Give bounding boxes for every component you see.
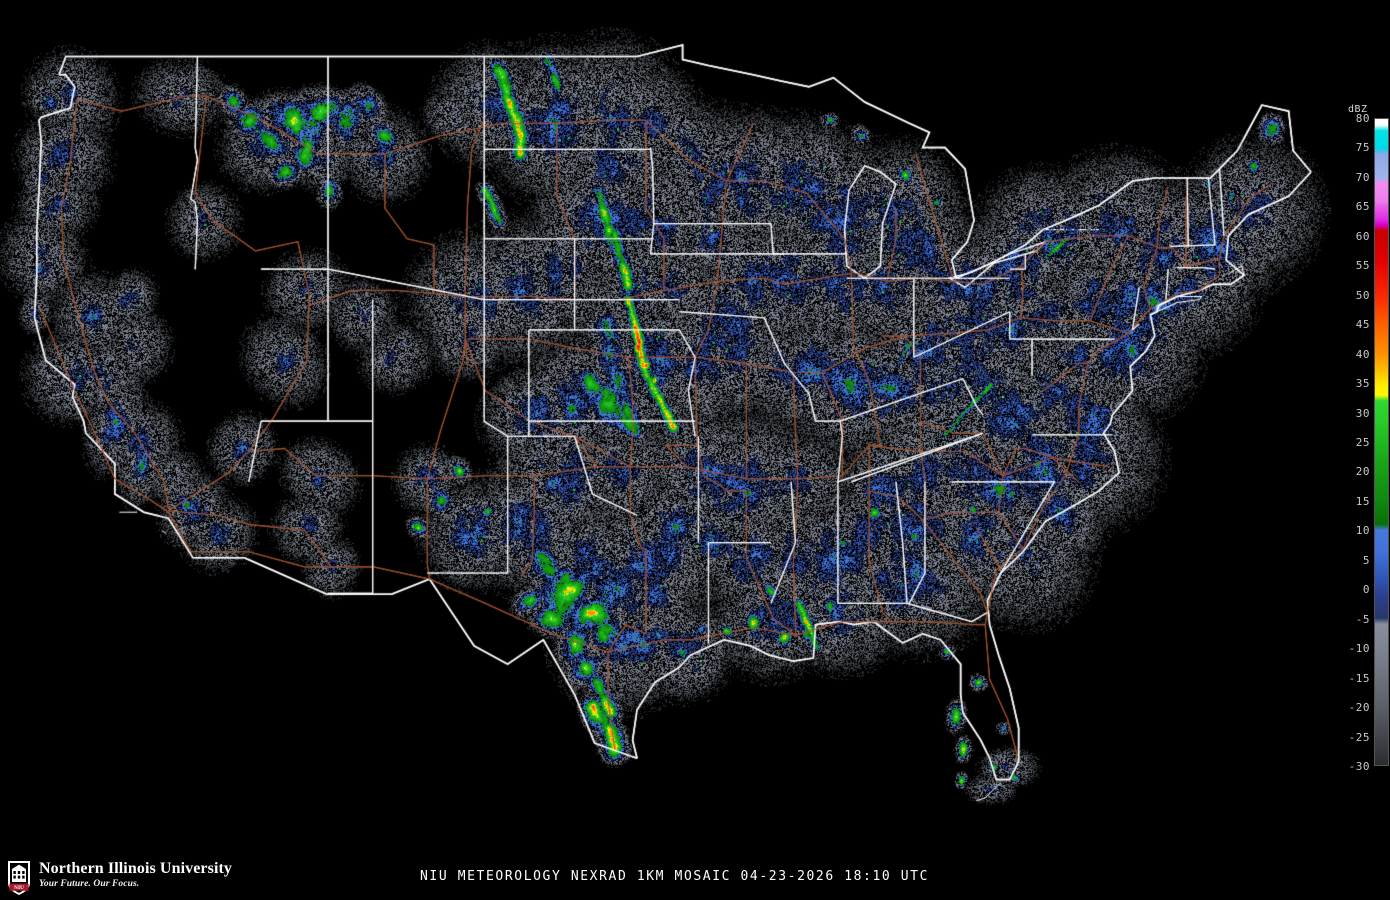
product-title-bar: NIU METEOROLOGY NEXRAD 1KM MOSAIC 04-23-… [420, 869, 930, 884]
colorbar-tick: 50 [1355, 288, 1370, 302]
colorbar-tick: -5 [1355, 612, 1370, 626]
colorbar-tick: -20 [1348, 701, 1370, 715]
colorbar-gradient [1374, 118, 1389, 766]
colorbar-units-label: dBZ [1348, 104, 1368, 115]
colorbar-tick: 45 [1355, 318, 1370, 332]
colorbar-tick: 10 [1355, 524, 1370, 538]
reflectivity-colorbar [1374, 118, 1389, 766]
colorbar-tick: 5 [1362, 553, 1370, 567]
colorbar-tick: 30 [1355, 406, 1370, 420]
colorbar-tick: 80 [1355, 112, 1370, 125]
colorbar-tick: 55 [1355, 259, 1370, 273]
colorbar-tick: 70 [1355, 170, 1370, 184]
niu-shield-icon: NIU [8, 861, 30, 895]
colorbar-tick: 75 [1355, 141, 1370, 155]
colorbar-tick: 25 [1355, 436, 1370, 449]
colorbar-tick: -10 [1348, 642, 1370, 656]
svg-text:NIU: NIU [14, 885, 24, 891]
university-tagline: Your Future. Our Focus. [39, 879, 140, 889]
colorbar-tick: -25 [1348, 730, 1370, 744]
colorbar-tick: 0 [1362, 583, 1370, 597]
colorbar-tick: 20 [1355, 465, 1370, 479]
colorbar-tick: -30 [1348, 760, 1370, 773]
niu-logo[interactable]: NIU Northern Illinois University Your Fu… [6, 858, 256, 898]
colorbar-tick: 60 [1355, 229, 1370, 243]
university-name: Northern Illinois University [39, 860, 233, 877]
colorbar-tick: 65 [1355, 200, 1370, 214]
colorbar-tick: 35 [1355, 377, 1370, 391]
colorbar-tick: 40 [1355, 347, 1370, 361]
colorbar-tick: 15 [1355, 494, 1370, 508]
colorbar-tick: -15 [1348, 671, 1370, 685]
niu-logo-text: Northern Illinois University Your Future… [39, 860, 254, 890]
